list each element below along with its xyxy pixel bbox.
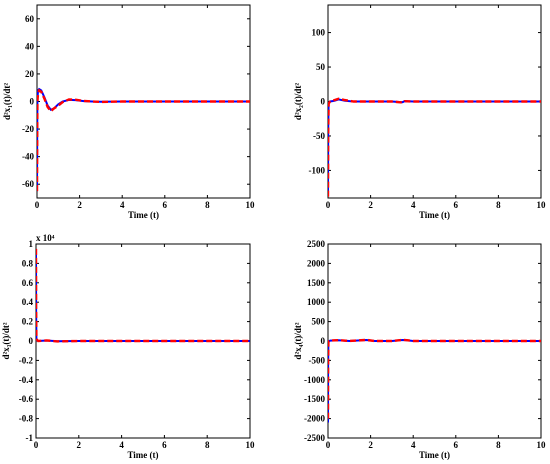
x-tick-label: 2 (368, 440, 373, 450)
series-line-2 (37, 88, 250, 192)
x-tick-label: 0 (326, 200, 331, 210)
x-tick-label: 0 (326, 440, 331, 450)
y-tick-label: 0.2 (22, 317, 34, 327)
y-tick-label: -1500 (304, 394, 325, 404)
y-tick-label: 0 (29, 336, 34, 346)
y-tick-label: 20 (25, 69, 35, 79)
y-tick-label: -20 (22, 124, 34, 134)
y-tick-label: -0.2 (19, 355, 34, 365)
y-tick-label: -2000 (304, 414, 325, 424)
x-tick-label: 8 (496, 440, 501, 450)
y-tick-label: -1000 (304, 375, 325, 385)
series-line-2 (328, 338, 541, 419)
y-axis-label: d²x₃(t)/dt² (1, 322, 11, 359)
chart-panel-4: 0 2 4 6 8 10 2500 2000 1500 1000 500 0 -500 -1000 -150… (293, 239, 546, 460)
y-axis-label: d²x₄(t)/dt² (293, 322, 303, 359)
y-tick-label: -100 (309, 165, 326, 175)
y-tick-label: 500 (312, 317, 326, 327)
y-tick-label: 0.6 (22, 278, 34, 288)
x-tick-label: 6 (162, 440, 167, 450)
y-tick-label: -60 (22, 179, 34, 189)
x-tick-label: 10 (537, 200, 547, 210)
series-line-2 (36, 248, 250, 343)
y-tick-label: -40 (22, 152, 34, 162)
y-tick-label: -0.6 (19, 394, 34, 404)
y-tick-label: 2000 (307, 258, 326, 268)
x-tick-label: 6 (454, 200, 459, 210)
y-tick-label: 0.4 (22, 297, 34, 307)
x-tick-label: 8 (205, 200, 210, 210)
x-tick-label: 0 (35, 200, 40, 210)
y-tick-label: 0 (321, 97, 326, 107)
series-line-2 (328, 97, 541, 197)
x-tick-label: 10 (246, 440, 256, 450)
y-tick-label: 60 (25, 14, 35, 24)
chart-panel-2: 0 2 4 6 8 10 100 50 0 -50 -100 Time (t) d²x₂(t)/dt² (293, 4, 547, 220)
x-axis-label: Time (t) (127, 450, 158, 460)
x-tick-label: 4 (120, 200, 125, 210)
y-axis-label: d²x₂(t)/dt² (293, 83, 303, 120)
x-tick-label: 10 (537, 440, 547, 450)
y-tick-label: 1 (29, 239, 34, 249)
y-tick-label: -0.4 (19, 375, 34, 385)
y-tick-label: 1500 (307, 278, 326, 288)
x-axis-label: Time (t) (419, 450, 450, 460)
x-tick-label: 2 (368, 200, 373, 210)
x-tick-label: 6 (454, 440, 459, 450)
x-axis-label: Time (t) (419, 210, 450, 220)
x-axis-label: Time (t) (128, 210, 159, 220)
x-tick-label: 8 (205, 440, 210, 450)
x-tick-label: 2 (77, 440, 82, 450)
y-tick-label: -0.8 (19, 414, 34, 424)
y-tick-label: 1000 (307, 297, 326, 307)
axis-multiplier: x 10⁴ (36, 233, 55, 243)
y-tick-label: 100 (312, 28, 326, 38)
y-axis-label: d²x₁(t)/dt² (2, 83, 12, 120)
y-tick-label: 0 (30, 97, 35, 107)
y-tick-label: 40 (25, 41, 35, 51)
y-tick-label: 2500 (307, 239, 326, 249)
x-tick-label: 10 (246, 200, 256, 210)
y-tick-label: -50 (313, 131, 325, 141)
y-tick-label: -1 (26, 433, 34, 443)
x-tick-label: 2 (77, 200, 82, 210)
y-tick-label: -500 (309, 355, 326, 365)
x-tick-label: 4 (119, 440, 124, 450)
y-tick-label: 50 (316, 62, 326, 72)
x-tick-label: 6 (163, 200, 168, 210)
x-tick-label: 4 (411, 200, 416, 210)
y-tick-label: -2500 (304, 433, 325, 443)
y-tick-label: 0.8 (22, 258, 34, 268)
x-tick-label: 0 (34, 440, 39, 450)
x-tick-label: 8 (496, 200, 501, 210)
chart-panel-1: 0 2 4 6 8 10 60 40 20 0 -20 -40 -60 Time (t) d²x₁(t)/d… (2, 4, 256, 220)
x-tick-label: 4 (411, 440, 416, 450)
chart-panel-3: 0 2 4 6 8 10 1 0.8 0.6 0.4 0.2 0 -0.2 -0.4 -0.6 -0.8 -1 x… (1, 233, 255, 460)
y-tick-label: 0 (321, 336, 326, 346)
